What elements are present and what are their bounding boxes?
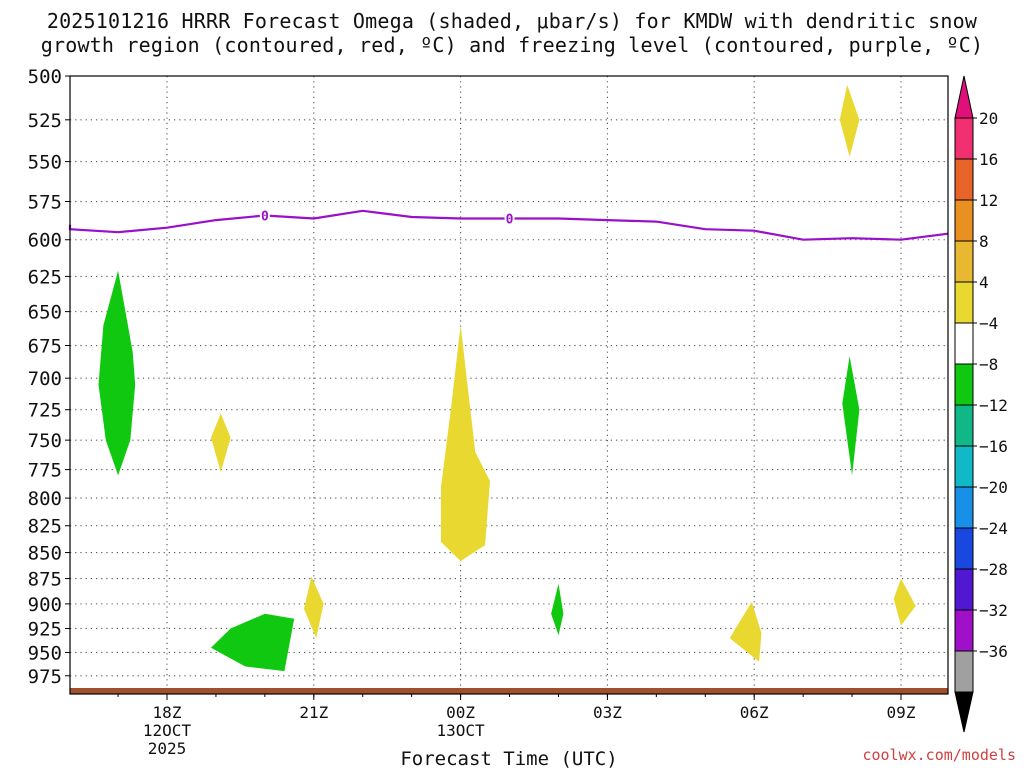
chart-title-line-1: 2025101216 HRRR Forecast Omega (shaded, … (46, 9, 978, 33)
colorbar-label-13: −36 (979, 642, 1008, 661)
colorbar-bin-10 (954, 527, 974, 570)
x-tick-label-06Z: 06Z (740, 703, 769, 722)
gridlines (70, 76, 948, 694)
y-tick-label-925: 925 (28, 618, 62, 640)
colorbar-bin-12 (954, 609, 974, 652)
x-tick-label-18Z: 18Z (153, 703, 182, 722)
colorbar-top-arrow (954, 75, 974, 119)
y-tick-label-850: 850 (28, 543, 62, 565)
colorbar-bin-8 (954, 445, 974, 488)
x-tick-label-21Z: 21Z (299, 703, 328, 722)
omega-area-yellow-900hPa-21Z (304, 576, 324, 639)
colorbar-bin-9 (954, 486, 974, 529)
colorbar-label-9: −20 (979, 478, 1008, 497)
colorbar-label-5: −4 (979, 314, 998, 333)
omega-area-yellow-900hPa-09Z (893, 578, 916, 626)
colorbar-bin-13 (954, 650, 974, 693)
omega-shaded-areas (98, 84, 916, 672)
colorbar-label-8: −16 (979, 437, 1008, 456)
freezing-level-label-bg (259, 207, 270, 223)
colorbar-bin-3 (954, 240, 974, 283)
omega-area-green-905hPa-02Z (551, 583, 564, 636)
x-tick-label-00Z: 00Z (446, 703, 475, 722)
y-tick-label-775: 775 (28, 460, 62, 482)
x-axis-label: Forecast Time (UTC) (400, 748, 617, 768)
y-tick-label-800: 800 (28, 488, 62, 510)
colorbar-bin-6 (954, 363, 974, 406)
colorbar-label-11: −28 (979, 560, 1008, 579)
colorbar-label-1: 16 (979, 150, 998, 169)
x-tick-sublabel-2025: 2025 (148, 739, 187, 758)
colorbar-bin-1 (954, 158, 974, 201)
colorbar-label-12: −32 (979, 601, 1008, 620)
freezing-level-label-2: 0 (506, 213, 514, 228)
omega-area-yellow-800hPa-00Z (441, 325, 490, 561)
y-tick-label-500: 500 (28, 66, 62, 88)
colorbar-bin-0 (954, 117, 974, 160)
y-tick-label-875: 875 (28, 569, 62, 591)
x-tick-label-03Z: 03Z (593, 703, 622, 722)
x-tick-sublabel-12oct: 12OCT (143, 721, 192, 740)
colorbar-bottom-arrow (954, 691, 974, 733)
colorbar-bin-7 (954, 404, 974, 447)
colorbar-bin-11 (954, 568, 974, 611)
freezing-level-label-bg (504, 210, 515, 226)
omega-area-green-940hPa-20Z (211, 613, 295, 672)
y-tick-label-700: 700 (28, 368, 62, 390)
colorbar-label-0: 20 (979, 109, 998, 128)
colorbar-label-10: −24 (979, 519, 1008, 538)
colorbar-bin-5 (954, 322, 974, 365)
omega-area-green-700hPa-17Z (98, 270, 136, 476)
omega-area-yellow-525hPa-08Z (839, 84, 860, 157)
y-tick-label-600: 600 (28, 230, 62, 252)
y-tick-label-950: 950 (28, 642, 62, 664)
x-tick-sublabel-13oct: 13OCT (437, 721, 486, 740)
y-axis-ticks: 500 525 550 575 600 625 650 675 700 725 750 775 800 8… (28, 66, 70, 688)
y-tick-label-525: 525 (28, 110, 62, 132)
omega-area-yellow-930hPa-06Z (729, 601, 762, 662)
y-tick-label-675: 675 (28, 336, 62, 358)
y-tick-label-825: 825 (28, 516, 62, 538)
y-tick-label-650: 650 (28, 302, 62, 324)
y-tick-label-550: 550 (28, 152, 62, 174)
colorbar-label-3: 8 (979, 232, 989, 251)
colorbar-label-2: 12 (979, 191, 998, 210)
colorbar-label-6: −8 (979, 355, 998, 374)
y-tick-label-975: 975 (28, 666, 62, 688)
y-tick-label-625: 625 (28, 266, 62, 288)
y-tick-label-900: 900 (28, 594, 62, 616)
surface-terrain-band (70, 688, 948, 694)
colorbar-label-7: −12 (979, 396, 1008, 415)
colorbar-bin-2 (954, 199, 974, 242)
y-tick-label-750: 750 (28, 430, 62, 452)
omega-area-yellow-750hPa-19Z (211, 413, 231, 472)
omega-area-green-725hPa-08Z (842, 356, 860, 476)
colorbar-label-4: 4 (979, 273, 989, 292)
x-tick-label-09Z: 09Z (887, 703, 916, 722)
chart-title-line-2: growth region (contoured, red, ºC) and f… (40, 33, 984, 57)
plot-frame (69, 75, 949, 695)
y-tick-label-575: 575 (28, 192, 62, 214)
y-tick-label-725: 725 (28, 400, 62, 422)
freezing-level-line (68, 209, 949, 241)
freezing-level-label-1: 0 (261, 209, 269, 224)
source-credit: coolwx.com/models (862, 746, 1016, 764)
colorbar: 20 16 12 8 4 −4 −8 −12 −16 −20 −24 −28 −32 −36 (954, 75, 1008, 733)
colorbar-bin-4 (954, 281, 974, 324)
